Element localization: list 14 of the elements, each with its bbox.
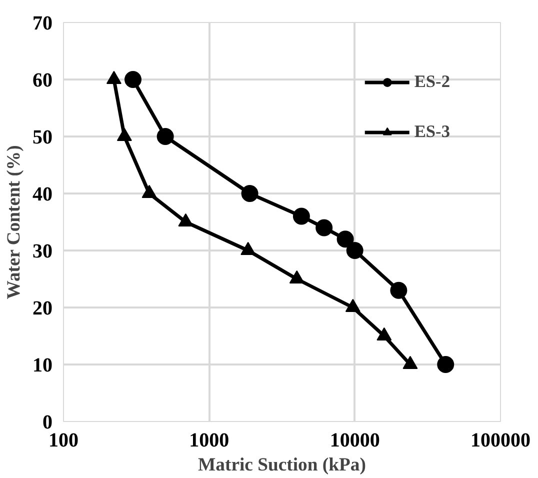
y-tick-label: 40: [32, 184, 52, 206]
y-tick-label: 20: [32, 298, 52, 320]
legend-label: ES-2: [414, 72, 450, 92]
y-tick-label: 60: [32, 70, 52, 92]
x-tick-label: 1000: [189, 430, 230, 452]
y-axis-title: Water Content (%): [4, 145, 24, 300]
x-axis-title: Matric Suction (kPa): [198, 454, 366, 476]
x-tick-label: 10000: [330, 430, 380, 452]
y-tick-label: 10: [32, 354, 52, 376]
legend-label: ES-3: [414, 122, 450, 142]
y-tick-label: 70: [32, 12, 52, 34]
y-tick-label: 50: [32, 126, 52, 148]
x-tick-label: 100000: [470, 430, 530, 452]
y-tick-label: 30: [32, 240, 52, 262]
